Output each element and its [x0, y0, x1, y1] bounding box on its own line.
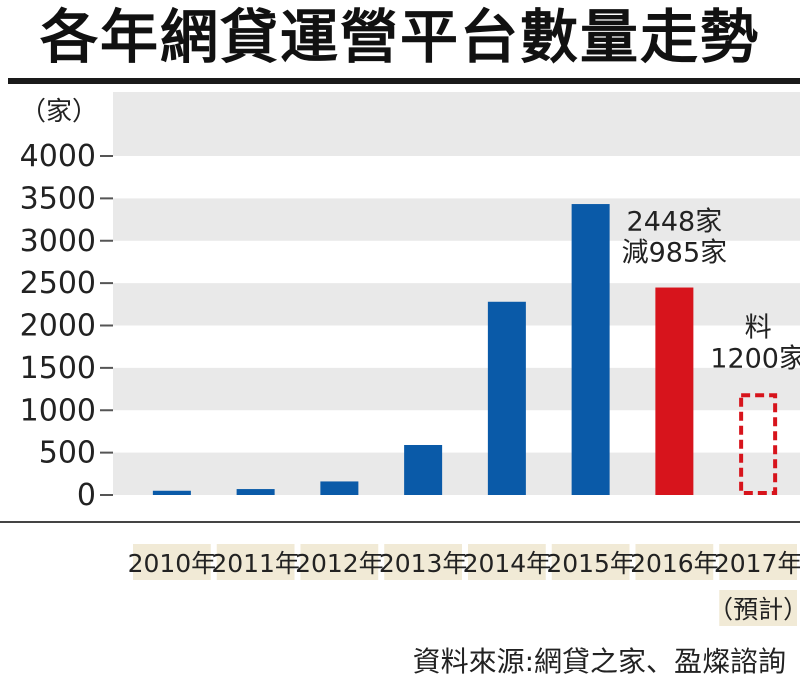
- bar-2017年: [739, 393, 778, 495]
- x-label-box: [468, 544, 546, 580]
- x-label-box: [551, 544, 630, 580]
- bar-annotation: 2448家: [627, 207, 723, 238]
- x-tick-label: 2011年: [211, 549, 300, 578]
- x-tick-label: 2015年: [546, 549, 635, 578]
- x-tick-label: 2012年: [295, 549, 384, 578]
- bar-2016年: [655, 287, 694, 495]
- y-tick-label: 1000: [20, 393, 96, 428]
- data-source: 資料來源:網貸之家、盈燦諮詢: [412, 645, 786, 678]
- y-tick-label: 3500: [20, 181, 96, 216]
- bar-2015年: [571, 204, 610, 495]
- y-tick-label: 2500: [20, 266, 96, 301]
- bar-annotation: 料: [745, 312, 772, 343]
- y-tick-label: 4000: [20, 139, 96, 174]
- x-label-box: [133, 544, 211, 580]
- background-band: [113, 198, 800, 241]
- x-tick-note: （預計）: [708, 595, 800, 624]
- y-tick-label: 1500: [20, 351, 96, 386]
- x-tick-label: 2013年: [379, 549, 468, 578]
- bar-2014年: [487, 301, 526, 495]
- background-band: [113, 367, 800, 411]
- x-label-box: [635, 544, 714, 580]
- bar-2013年: [404, 444, 443, 495]
- bar-2010年: [152, 490, 191, 495]
- bar-chart: （家） 0 500 1000 1500 2000 2500 3000 3500 4000 2448…: [0, 92, 800, 626]
- bar-2012年: [320, 481, 359, 495]
- x-label-box: [719, 544, 797, 580]
- x-label-box: [300, 544, 379, 580]
- background-band: [113, 452, 800, 495]
- x-tick-label: 2017年: [714, 549, 800, 578]
- x-tick-label: 2016年: [630, 549, 719, 578]
- y-tick-label: 500: [39, 436, 96, 471]
- y-tick-label: 3000: [20, 224, 96, 259]
- x-label-box: [384, 544, 462, 580]
- y-tick-label: 0: [77, 478, 96, 513]
- y-axis-unit-label: （家）: [20, 97, 98, 127]
- x-tick-label: 2014年: [463, 549, 552, 578]
- x-tick-label: 2010年: [128, 549, 217, 578]
- bar-annotation: 減985家: [622, 238, 728, 269]
- x-label-note-box: [719, 590, 797, 626]
- y-tick-label: 2000: [20, 309, 96, 344]
- title-divider: [8, 78, 800, 84]
- chart-title: 各年網貸運營平台數量走勢: [39, 3, 760, 71]
- bar-2011年: [236, 489, 275, 495]
- x-label-box: [216, 544, 295, 580]
- bar-annotation: 1200家: [710, 343, 800, 374]
- background-band: [113, 283, 800, 326]
- background-band: [113, 92, 800, 156]
